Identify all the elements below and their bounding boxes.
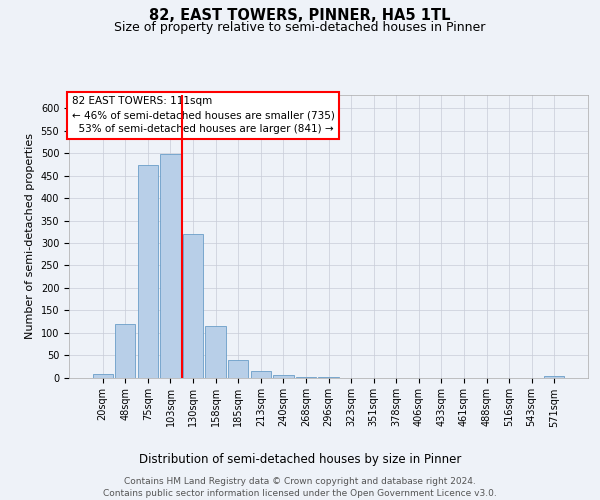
Text: Contains HM Land Registry data © Crown copyright and database right 2024.
Contai: Contains HM Land Registry data © Crown c… (103, 476, 497, 498)
Bar (251, 371, 271, 378)
Text: Size of property relative to semi-detached houses in Pinner: Size of property relative to semi-detach… (115, 22, 485, 35)
Bar (138, 166, 158, 378)
Text: Distribution of semi-detached houses by size in Pinner: Distribution of semi-detached houses by … (139, 452, 461, 466)
Y-axis label: Number of semi-detached properties: Number of semi-detached properties (25, 133, 35, 339)
Bar (92, 374, 113, 378)
Bar (160, 154, 181, 378)
Bar (205, 326, 226, 378)
Bar (115, 324, 136, 378)
Text: 82 EAST TOWERS: 111sqm
← 46% of semi-detached houses are smaller (735)
  53% of : 82 EAST TOWERS: 111sqm ← 46% of semi-det… (71, 96, 334, 134)
Bar (296, 376, 316, 378)
Bar (228, 360, 248, 378)
Bar (183, 234, 203, 378)
Text: 82, EAST TOWERS, PINNER, HA5 1TL: 82, EAST TOWERS, PINNER, HA5 1TL (149, 8, 451, 22)
Bar (544, 376, 565, 378)
Bar (273, 376, 293, 378)
